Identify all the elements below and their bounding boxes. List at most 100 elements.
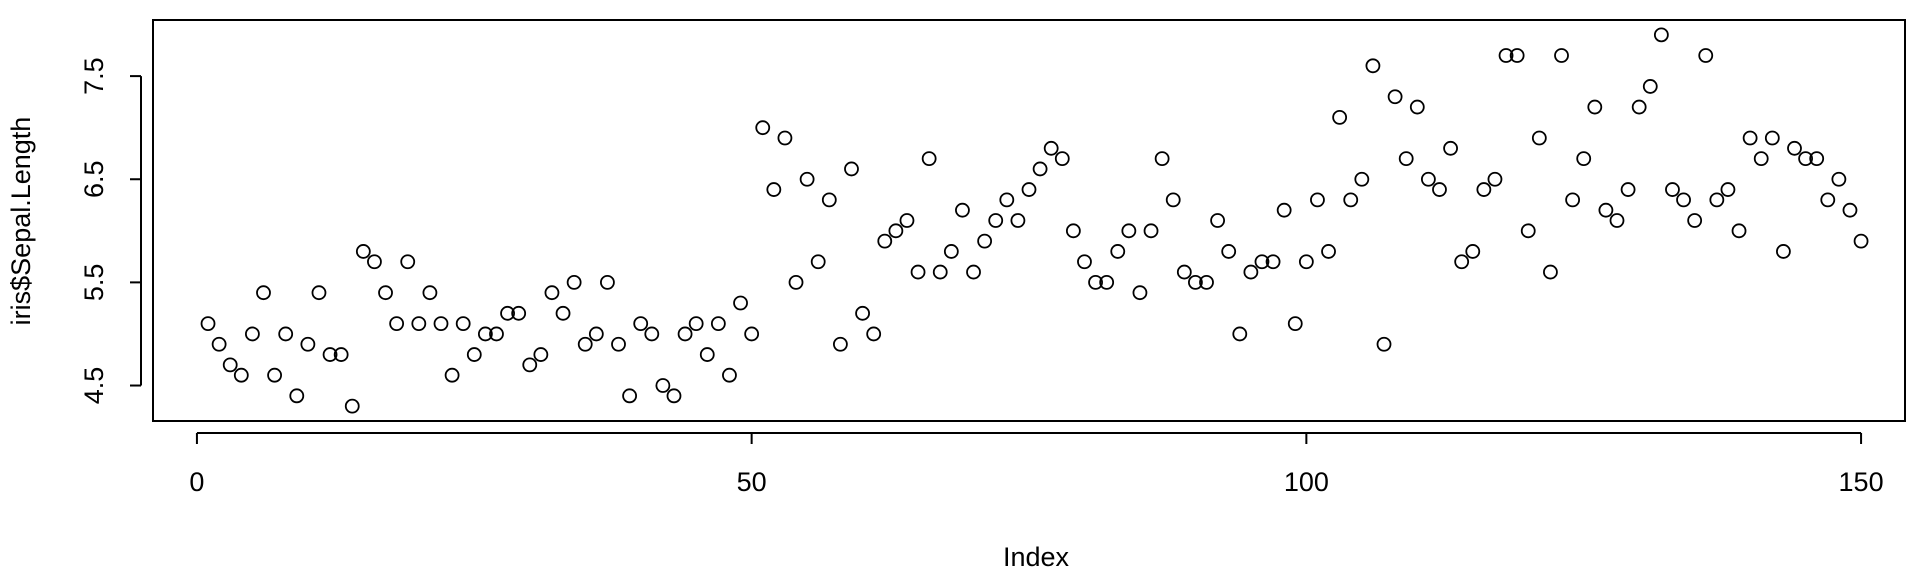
data-point bbox=[311, 285, 327, 301]
data-point bbox=[1753, 151, 1769, 167]
data-point bbox=[1221, 244, 1237, 259]
x-tick-label: 100 bbox=[1284, 467, 1329, 497]
data-point bbox=[1443, 140, 1458, 156]
data-point bbox=[710, 316, 726, 332]
data-point bbox=[1531, 130, 1547, 146]
data-point bbox=[943, 244, 959, 259]
data-point bbox=[1321, 244, 1336, 259]
data-point bbox=[533, 347, 549, 362]
data-point bbox=[611, 336, 626, 352]
data-point bbox=[333, 347, 349, 362]
data-point bbox=[489, 326, 504, 342]
data-point bbox=[233, 367, 249, 383]
data-point bbox=[1310, 192, 1325, 208]
data-point bbox=[910, 264, 926, 280]
data-point bbox=[1787, 140, 1802, 156]
data-point bbox=[1032, 161, 1048, 177]
data-point bbox=[733, 295, 748, 311]
data-point bbox=[1798, 151, 1813, 167]
data-point bbox=[1132, 285, 1148, 301]
x-axis-title: Index bbox=[1003, 542, 1070, 572]
data-point bbox=[1687, 213, 1703, 228]
data-point bbox=[655, 378, 671, 393]
data-point bbox=[1609, 213, 1625, 228]
data-point bbox=[1520, 223, 1536, 239]
data-point bbox=[511, 305, 527, 321]
data-point bbox=[1698, 48, 1714, 63]
data-point bbox=[644, 326, 660, 342]
data-point bbox=[1820, 192, 1836, 208]
data-point bbox=[566, 274, 582, 290]
data-point bbox=[1454, 254, 1470, 270]
data-point bbox=[844, 161, 859, 177]
data-point bbox=[1465, 244, 1481, 259]
data-point bbox=[1176, 264, 1192, 280]
data-point bbox=[500, 305, 515, 321]
data-point bbox=[400, 254, 416, 270]
data-point bbox=[1243, 264, 1259, 280]
data-point bbox=[1653, 27, 1669, 43]
data-point bbox=[245, 326, 260, 342]
data-point bbox=[1498, 48, 1514, 63]
data-point bbox=[722, 367, 737, 383]
data-point bbox=[966, 264, 981, 280]
data-point bbox=[1099, 274, 1115, 290]
data-point bbox=[899, 213, 915, 228]
data-point bbox=[300, 336, 316, 352]
data-point bbox=[1210, 213, 1226, 228]
data-point bbox=[378, 285, 393, 301]
data-point bbox=[1298, 254, 1314, 270]
data-points bbox=[200, 27, 1869, 414]
data-point bbox=[999, 192, 1015, 208]
data-point bbox=[422, 285, 438, 301]
data-point bbox=[600, 274, 615, 290]
data-point bbox=[744, 326, 760, 342]
data-point bbox=[1398, 151, 1414, 167]
data-point bbox=[1853, 233, 1869, 249]
data-point bbox=[755, 120, 771, 136]
y-tick-label: 6.5 bbox=[79, 160, 109, 198]
x-axis: 0 50 100 150 bbox=[189, 432, 1884, 497]
data-point bbox=[444, 367, 460, 383]
y-tick-label: 4.5 bbox=[79, 367, 109, 405]
data-point bbox=[322, 347, 338, 362]
data-point bbox=[577, 336, 593, 352]
data-point bbox=[666, 388, 682, 404]
data-point bbox=[788, 274, 804, 290]
data-point bbox=[1199, 274, 1214, 290]
data-point bbox=[1154, 151, 1170, 167]
data-point bbox=[1054, 151, 1070, 167]
data-point bbox=[1110, 244, 1126, 259]
data-point bbox=[1376, 336, 1392, 352]
y-tick-label: 7.5 bbox=[79, 57, 109, 95]
data-point bbox=[1232, 326, 1248, 342]
data-point bbox=[1565, 192, 1581, 208]
data-point bbox=[389, 316, 405, 332]
data-point bbox=[1764, 130, 1780, 146]
data-point bbox=[1043, 140, 1059, 156]
data-point bbox=[344, 398, 360, 414]
data-point bbox=[888, 223, 904, 239]
data-point bbox=[1676, 192, 1691, 208]
data-point bbox=[821, 192, 837, 208]
data-point bbox=[1554, 48, 1569, 63]
plot-area-frame bbox=[152, 19, 1906, 422]
data-point bbox=[1065, 223, 1081, 239]
data-point bbox=[1665, 182, 1680, 197]
data-point bbox=[955, 202, 970, 218]
data-point bbox=[1287, 316, 1303, 332]
data-point bbox=[1121, 223, 1137, 239]
data-point bbox=[932, 264, 948, 280]
data-point bbox=[866, 326, 882, 342]
data-point bbox=[1420, 171, 1436, 187]
data-point bbox=[267, 367, 282, 383]
y-axis: 4.5 5.5 6.5 7.5 bbox=[79, 57, 142, 405]
data-point bbox=[1509, 48, 1525, 63]
data-point bbox=[1188, 274, 1203, 290]
data-point bbox=[1276, 202, 1292, 218]
data-point bbox=[688, 316, 704, 332]
data-point bbox=[1831, 171, 1847, 187]
data-point bbox=[699, 347, 715, 362]
data-point bbox=[1487, 171, 1503, 187]
data-point bbox=[622, 388, 638, 404]
